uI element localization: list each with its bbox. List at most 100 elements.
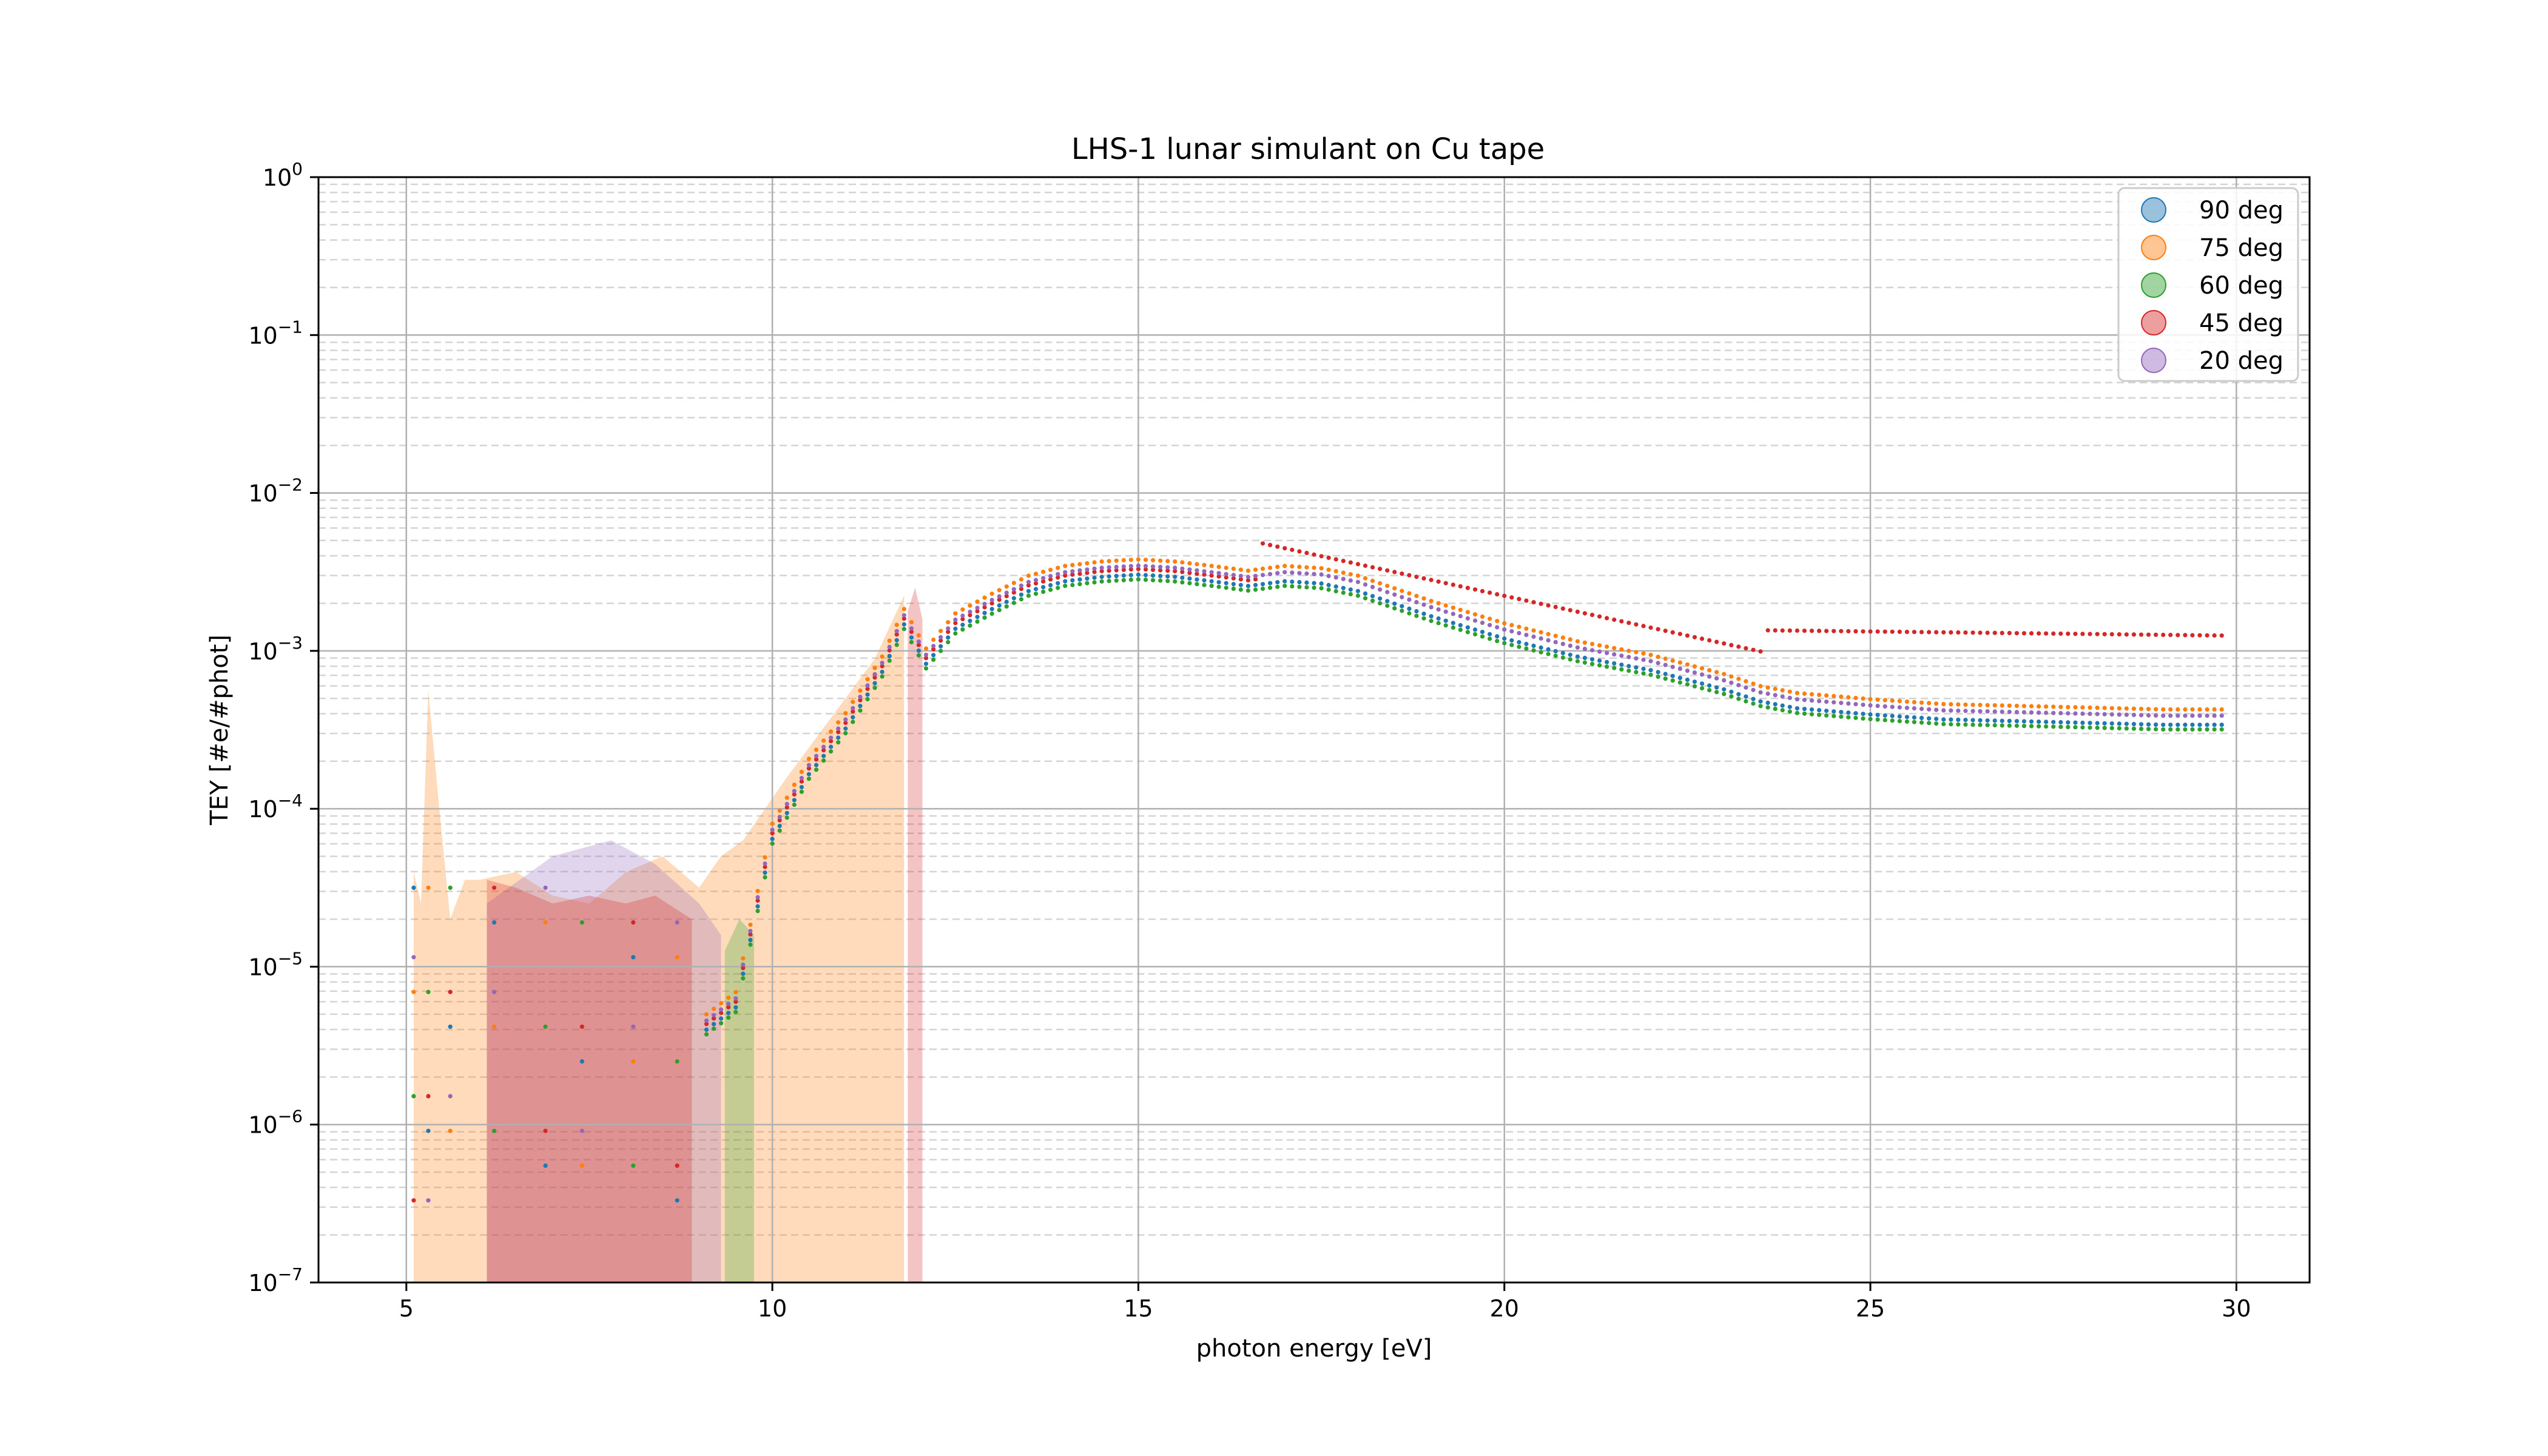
- series-20-deg: [411, 563, 2224, 1203]
- data-point: [960, 627, 965, 632]
- data-point: [1209, 584, 1214, 588]
- data-point: [1041, 570, 1046, 575]
- data-point: [2219, 707, 2224, 712]
- data-point: [858, 688, 863, 693]
- x-axis: 5 10 15 20 25 30: [399, 1282, 2251, 1322]
- data-point: [1553, 653, 1558, 658]
- data-point: [1692, 670, 1697, 675]
- data-point: [704, 1022, 709, 1026]
- data-point: [1363, 563, 1368, 568]
- data-point: [1238, 577, 1243, 582]
- data-point: [1143, 573, 1148, 578]
- data-point: [1304, 580, 1309, 585]
- data-point: [1216, 564, 1221, 570]
- data-point: [719, 1021, 724, 1026]
- data-point: [1780, 708, 1785, 713]
- data-point: [923, 646, 929, 651]
- data-point: [1597, 658, 1602, 663]
- data-point: [1011, 601, 1016, 605]
- data-point: [2014, 703, 2019, 709]
- data-point: [2168, 633, 2173, 638]
- data-point: [1546, 652, 1551, 656]
- data-point: [1297, 549, 1302, 554]
- data-point: [1648, 672, 1653, 677]
- data-point: [1158, 564, 1163, 570]
- data-point: [960, 616, 965, 622]
- data-point: [1063, 564, 1068, 568]
- data-point: [2095, 706, 2100, 710]
- data-point: [1275, 571, 1280, 576]
- data-point: [426, 1128, 431, 1133]
- data-point: [1290, 579, 1295, 584]
- data-point: [1275, 544, 1280, 549]
- data-point: [1751, 687, 1756, 692]
- data-point: [2073, 711, 2078, 716]
- data-point: [2197, 633, 2202, 638]
- data-point: [2066, 632, 2071, 636]
- data-point: [1612, 652, 1617, 657]
- data-point: [1370, 578, 1375, 584]
- data-point: [1663, 629, 1668, 633]
- data-point: [1861, 629, 1866, 634]
- data-point: [1824, 709, 1829, 713]
- data-point: [1648, 625, 1653, 630]
- data-point: [1839, 701, 1844, 706]
- data-point: [1224, 585, 1228, 590]
- data-point: [2131, 726, 2136, 731]
- data-point: [821, 758, 826, 763]
- data-point: [799, 769, 804, 774]
- data-point: [1875, 717, 1880, 722]
- data-point: [1260, 566, 1266, 571]
- data-point: [1795, 628, 1799, 633]
- data-point: [814, 753, 819, 758]
- data-point: [1634, 622, 1639, 627]
- data-point: [2109, 706, 2114, 710]
- data-point: [1480, 634, 1485, 639]
- data-point: [1128, 578, 1133, 582]
- data-point: [1048, 567, 1053, 572]
- y-tick-label: 10−5: [248, 948, 303, 980]
- data-point: [902, 622, 906, 627]
- data-point: [770, 841, 775, 846]
- data-point: [1978, 703, 1983, 707]
- data-point: [2124, 726, 2129, 731]
- data-point: [1560, 650, 1565, 655]
- data-point: [902, 613, 906, 618]
- data-point: [1480, 614, 1485, 619]
- data-point: [1605, 650, 1609, 655]
- data-point: [1121, 567, 1126, 572]
- data-point: [1355, 593, 1360, 598]
- data-point: [1699, 686, 1705, 691]
- data-point: [1165, 579, 1170, 584]
- data-point: [1378, 596, 1383, 601]
- data-point: [1582, 655, 1587, 661]
- band-45-deg: [908, 587, 923, 1283]
- data-point: [712, 1006, 716, 1011]
- data-point: [1677, 632, 1682, 636]
- data-point: [1495, 625, 1500, 630]
- data-point: [1904, 630, 1909, 635]
- data-point: [777, 815, 782, 820]
- data-point: [579, 1163, 585, 1168]
- data-point: [426, 1094, 431, 1099]
- data-point: [1904, 719, 1909, 724]
- data-point: [1458, 627, 1463, 632]
- data-point: [2131, 712, 2136, 718]
- data-point: [1978, 709, 1983, 713]
- minor-gridlines: [318, 183, 2310, 1236]
- data-point: [741, 956, 746, 961]
- x-tick-label: 25: [1856, 1295, 1885, 1322]
- data-point: [931, 657, 936, 662]
- data-point: [1714, 690, 1719, 695]
- data-point: [1597, 614, 1602, 619]
- data-point: [953, 621, 958, 625]
- data-point: [1033, 587, 1039, 592]
- data-point: [741, 966, 746, 971]
- data-point: [704, 1027, 709, 1032]
- data-point: [579, 1128, 585, 1133]
- data-point: [2021, 710, 2026, 715]
- data-point: [1004, 594, 1009, 599]
- data-point: [1231, 576, 1236, 581]
- data-point: [865, 692, 870, 697]
- data-point: [939, 649, 943, 653]
